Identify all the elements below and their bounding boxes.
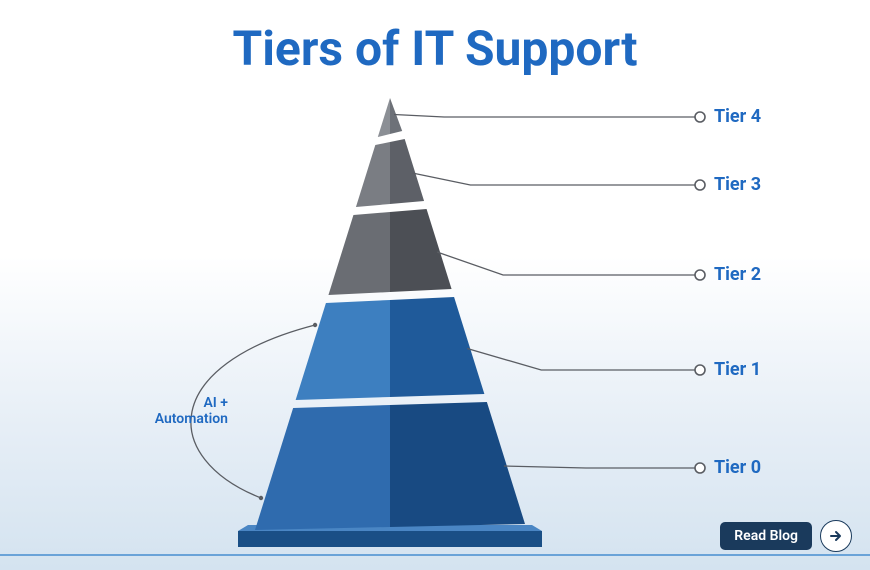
tier-label-2: Tier 2	[714, 264, 761, 285]
read-blog-button[interactable]: Read Blog	[720, 520, 852, 552]
ai-label-line2: Automation	[133, 411, 228, 427]
tier-label-0: Tier 0	[714, 457, 761, 478]
ai-automation-label: AI + Automation	[133, 395, 228, 427]
ai-label-line1: AI +	[133, 395, 228, 411]
read-blog-label: Read Blog	[720, 522, 812, 550]
pyramid-diagram	[0, 0, 870, 570]
tier-label-3: Tier 3	[714, 174, 761, 195]
tier-label-1: Tier 1	[714, 359, 761, 380]
arrow-icon	[820, 520, 852, 552]
tier-label-4: Tier 4	[714, 106, 761, 127]
